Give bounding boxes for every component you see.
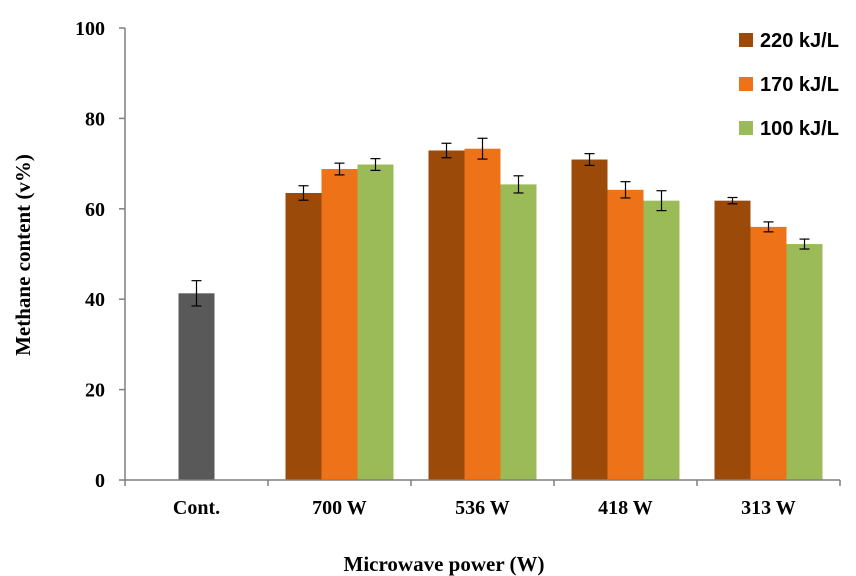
- legend-label: 220 kJ/L: [760, 30, 839, 52]
- bar-series-2: [321, 169, 358, 481]
- bar-series-3: [357, 164, 394, 480]
- x-tick-label: 700 W: [312, 497, 367, 519]
- y-tick-label: 80: [85, 108, 105, 130]
- error-bar: [584, 153, 595, 167]
- x-tick-label: Cont.: [173, 497, 220, 519]
- error-bar: [477, 137, 488, 160]
- legend-swatch: [739, 77, 753, 91]
- y-tick-label: 20: [85, 380, 105, 402]
- legend-label: 170 kJ/L: [760, 74, 839, 96]
- y-tick-label: 60: [85, 199, 105, 221]
- y-ticks: 0 20 40 60 80 100: [75, 18, 125, 492]
- bar-series-2: [464, 148, 501, 480]
- bar-series-3: [786, 244, 823, 480]
- bar-series-2: [750, 226, 787, 480]
- error-bar: [727, 196, 738, 205]
- bar-series-1: [571, 159, 608, 481]
- x-tick-label: 313 W: [741, 497, 796, 519]
- bar-series-3: [643, 200, 680, 480]
- error-bar: [763, 221, 774, 233]
- error-bar: [441, 142, 452, 159]
- bar-series-1: [714, 200, 751, 480]
- error-bar: [620, 181, 631, 199]
- bar-series-1: [428, 150, 465, 480]
- error-bar: [513, 175, 524, 194]
- error-bar: [799, 238, 810, 250]
- error-bar: [656, 190, 667, 212]
- y-axis-label: Methane content (v%): [11, 154, 35, 356]
- error-bar: [191, 280, 202, 307]
- x-tick-label: 418 W: [598, 497, 653, 519]
- x-tick-labels: Cont. 700 W 536 W 418 W 313 W: [124, 480, 841, 519]
- legend-label: 100 kJ/L: [760, 118, 839, 140]
- error-bar: [370, 158, 381, 171]
- bar-series-1: [285, 192, 322, 481]
- y-tick-label: 0: [95, 470, 105, 492]
- y-tick-label: 40: [85, 289, 105, 311]
- axes-layer: [124, 28, 840, 481]
- y-tick-label: 100: [75, 18, 105, 40]
- error-bar: [334, 162, 345, 176]
- x-axis-label: Microwave power (W): [344, 552, 545, 576]
- bar-series-3: [500, 184, 537, 480]
- bar-control: [178, 293, 215, 480]
- error-bar: [298, 185, 309, 201]
- legend: 220 kJ/L 170 kJ/L 100 kJ/L: [739, 30, 839, 140]
- error-bars-layer: [191, 137, 810, 307]
- bars-layer: [178, 148, 823, 481]
- legend-swatch: [739, 33, 753, 47]
- legend-swatch: [739, 121, 753, 135]
- bar-series-2: [607, 189, 644, 481]
- x-tick-label: 536 W: [455, 497, 510, 519]
